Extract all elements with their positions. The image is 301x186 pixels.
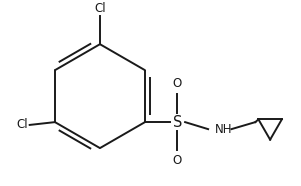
Text: Cl: Cl bbox=[17, 118, 28, 132]
Text: S: S bbox=[172, 115, 182, 130]
Text: O: O bbox=[172, 77, 182, 90]
Text: Cl: Cl bbox=[94, 2, 106, 15]
Text: NH: NH bbox=[215, 123, 233, 136]
Text: O: O bbox=[172, 154, 182, 167]
